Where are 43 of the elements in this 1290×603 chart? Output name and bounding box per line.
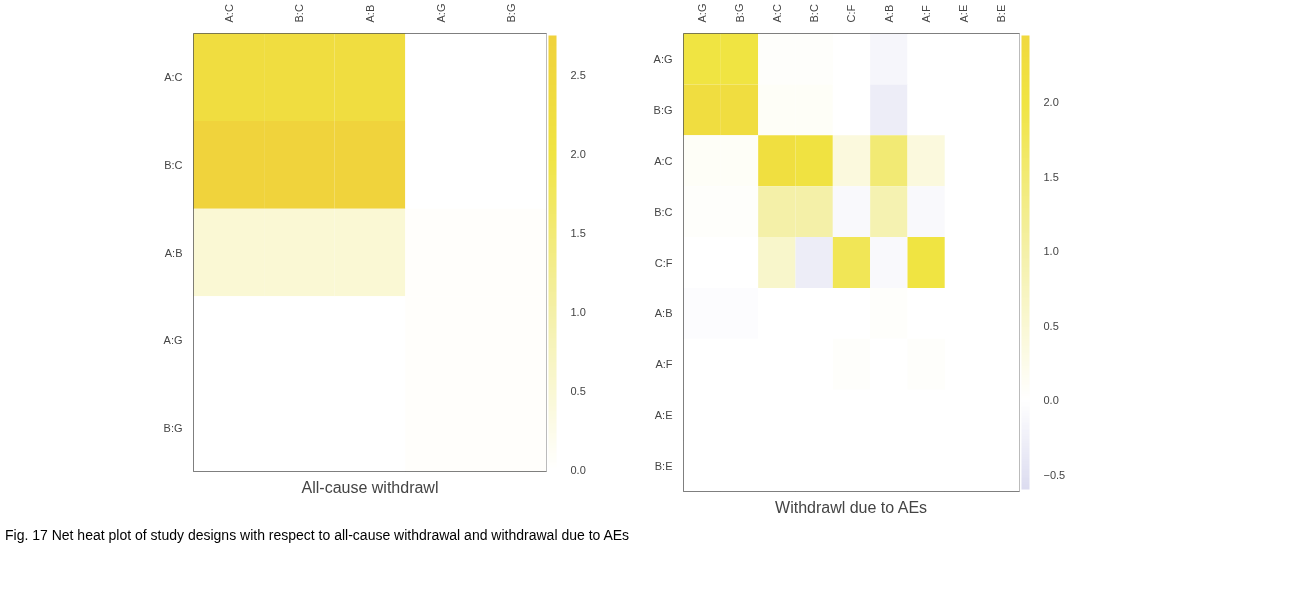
x-tick-label: A:G xyxy=(696,3,709,23)
x-tick-label: B:C xyxy=(293,4,306,23)
color-bar-label: 2.0 xyxy=(570,147,586,160)
x-tick-label: C:F xyxy=(845,4,858,23)
text: All-cause withdrawl xyxy=(301,478,439,496)
text: Withdrawl due to AEs xyxy=(775,498,928,516)
y-tick-label: C:F xyxy=(654,256,673,269)
y-tick-label: A:C xyxy=(164,71,183,84)
y-tick-label: B:C xyxy=(654,205,673,218)
color-bar-label: −0.5 xyxy=(1043,468,1066,481)
color-bar-label: 0.5 xyxy=(1043,319,1059,332)
y-tick-label: B:G xyxy=(163,421,183,434)
color-bar-label: 2.0 xyxy=(1043,96,1059,109)
y-tick-label: A:F xyxy=(655,358,673,371)
color-bar-label: 1.0 xyxy=(1043,245,1059,258)
color-bar-label: 0.5 xyxy=(570,384,586,397)
color-bar-label: 1.0 xyxy=(570,305,586,318)
x-tick-label: B:E xyxy=(994,4,1007,23)
x-tick-label: B:G xyxy=(505,3,518,23)
y-tick-label: B:E xyxy=(654,460,673,473)
y-tick-label: B:G xyxy=(653,103,673,116)
y-tick-label: A:B xyxy=(654,307,673,320)
y-tick-label: B:C xyxy=(164,158,183,171)
color-bar-label: 1.5 xyxy=(1043,170,1059,183)
y-tick-label: A:B xyxy=(164,246,183,259)
color-bar-label: 1.5 xyxy=(570,226,586,239)
y-tick-label: A:G xyxy=(163,334,183,347)
y-tick-label: A:G xyxy=(653,52,673,65)
x-tick-label: A:B xyxy=(882,4,895,23)
x-tick-label: A:B xyxy=(364,4,376,23)
x-tick-label: A:C xyxy=(770,4,783,23)
y-tick-label: A:E xyxy=(654,409,673,422)
color-bar-label: 2.5 xyxy=(570,68,586,81)
x-tick-label: A:F xyxy=(920,5,933,23)
x-tick-label: A:E xyxy=(957,4,970,23)
color-bar-label: 0.0 xyxy=(570,463,586,476)
x-tick-label: B:G xyxy=(733,3,746,23)
x-tick-label: A:G xyxy=(434,3,447,23)
caption: Fig. 17 Net heat plot of study designs with respect to all-cause withdrawal and withdrawal due to AEs xyxy=(5,526,630,545)
x-tick-label: A:C xyxy=(222,4,235,23)
x-tick-label: B:C xyxy=(808,4,821,23)
y-tick-label: A:C xyxy=(654,154,673,167)
color-bar-label: 0.0 xyxy=(1043,394,1059,407)
